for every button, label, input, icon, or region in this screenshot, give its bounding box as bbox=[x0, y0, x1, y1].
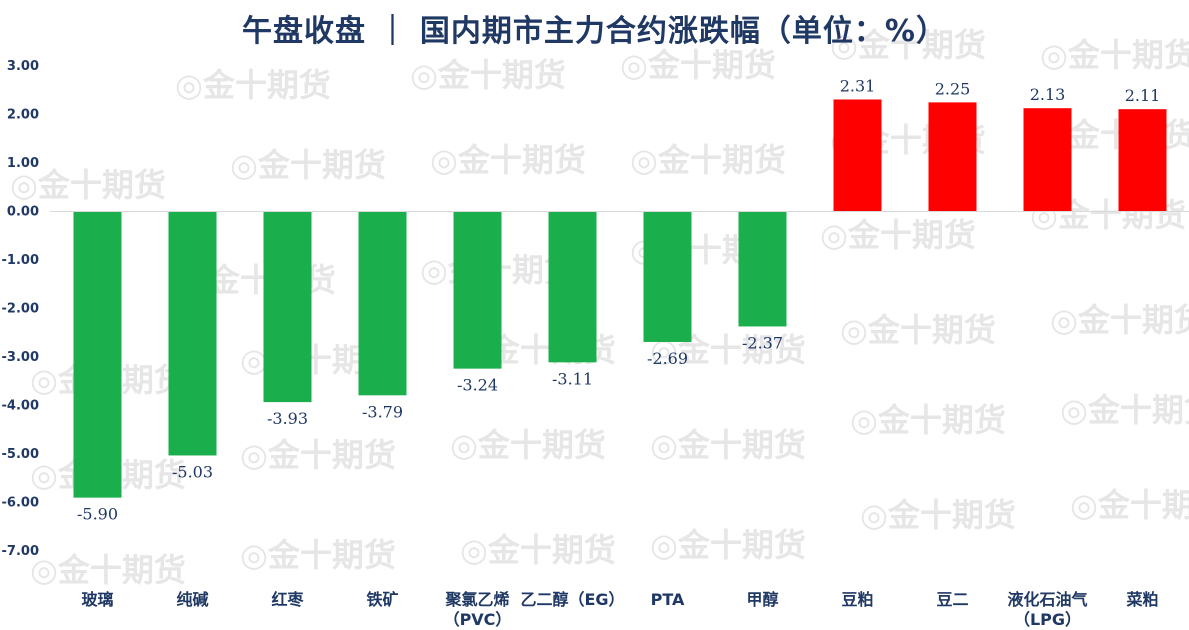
watermark: ◎金十期货 bbox=[850, 401, 1006, 439]
category-label: （LPG） bbox=[1014, 610, 1081, 629]
watermark: ◎金十期货 bbox=[830, 26, 986, 64]
y-tick-label: 0.00 bbox=[7, 205, 39, 220]
category-label: 甲醇 bbox=[746, 590, 778, 609]
category-label: 红枣 bbox=[271, 590, 304, 609]
watermark: ◎金十期货 bbox=[860, 496, 1016, 534]
bar bbox=[928, 102, 977, 212]
watermark: ◎金十期货 bbox=[240, 436, 396, 474]
y-tick-label: -7.00 bbox=[2, 544, 39, 559]
y-tick-label: 2.00 bbox=[7, 108, 39, 123]
watermark: ◎金十期货 bbox=[630, 141, 786, 179]
data-label: -3.11 bbox=[552, 369, 593, 388]
data-label: 2.31 bbox=[840, 76, 876, 95]
bar bbox=[1023, 108, 1072, 212]
watermark: ◎金十期货 bbox=[450, 426, 606, 464]
bar bbox=[263, 211, 312, 403]
bar bbox=[548, 211, 597, 363]
y-tick-label: -1.00 bbox=[2, 253, 39, 268]
watermark: ◎金十期货 bbox=[460, 531, 616, 569]
data-label: -5.03 bbox=[172, 462, 213, 481]
y-tick-label: -6.00 bbox=[2, 496, 39, 511]
watermark: ◎金十期货 bbox=[820, 216, 976, 254]
category-label: 聚氯乙烯 bbox=[444, 590, 509, 609]
watermark: ◎金十期货 bbox=[175, 66, 331, 104]
watermark: ◎金十期货 bbox=[1060, 391, 1189, 429]
y-tick-label: -2.00 bbox=[2, 302, 39, 317]
data-label: -2.37 bbox=[742, 333, 783, 352]
watermark: ◎金十期货 bbox=[650, 526, 806, 564]
data-label: -3.79 bbox=[362, 402, 403, 421]
bar bbox=[73, 211, 122, 498]
y-tick-label: 3.00 bbox=[7, 59, 39, 74]
bar bbox=[358, 211, 407, 396]
watermark: ◎金十期货 bbox=[240, 536, 396, 574]
category-label: 豆二 bbox=[936, 590, 968, 609]
watermark: ◎金十期货 bbox=[840, 311, 996, 349]
category-label: 纯碱 bbox=[176, 590, 208, 609]
y-tick-label: 1.00 bbox=[7, 156, 39, 171]
watermark: ◎金十期货 bbox=[1050, 301, 1189, 339]
data-label: -2.69 bbox=[647, 349, 688, 368]
data-label: -5.90 bbox=[77, 505, 118, 524]
bar bbox=[643, 211, 692, 342]
watermark: ◎金十期货 bbox=[1070, 486, 1189, 524]
bar bbox=[168, 211, 217, 456]
watermark: ◎金十期货 bbox=[1040, 36, 1189, 74]
watermark: ◎金十期货 bbox=[620, 46, 776, 84]
category-label: （PVC） bbox=[444, 610, 512, 629]
category-label: PTA bbox=[651, 590, 685, 609]
category-label: 铁矿 bbox=[366, 590, 398, 609]
bar bbox=[453, 211, 502, 369]
watermark: ◎金十期货 bbox=[30, 551, 186, 589]
category-label: 液化石油气 bbox=[1007, 590, 1087, 609]
category-label: 菜粕 bbox=[1125, 590, 1158, 609]
y-tick-label: -4.00 bbox=[2, 399, 39, 414]
watermark: ◎金十期货 bbox=[10, 166, 166, 204]
data-label: 2.11 bbox=[1125, 86, 1161, 105]
bar bbox=[738, 211, 787, 327]
y-tick-label: -5.00 bbox=[2, 447, 39, 462]
y-tick-label: -3.00 bbox=[2, 350, 39, 365]
category-label: 乙二醇（EG） bbox=[520, 590, 624, 609]
chart-title: 午盘收盘 ｜ 国内期市主力合约涨跌幅（单位：%） bbox=[242, 14, 947, 49]
category-label: 豆粕 bbox=[841, 590, 873, 609]
bar bbox=[1118, 109, 1167, 212]
watermark: ◎金十期货 bbox=[430, 141, 586, 179]
category-label: 玻璃 bbox=[81, 590, 113, 609]
data-label: -3.24 bbox=[457, 376, 498, 395]
watermark: ◎金十期货 bbox=[650, 426, 806, 464]
data-label: 2.25 bbox=[935, 79, 971, 98]
data-label: -3.93 bbox=[267, 409, 308, 428]
data-label: 2.13 bbox=[1030, 85, 1066, 104]
watermark: ◎金十期货 bbox=[410, 56, 566, 94]
watermark: ◎金十期货 bbox=[230, 146, 386, 184]
bar bbox=[833, 99, 882, 212]
